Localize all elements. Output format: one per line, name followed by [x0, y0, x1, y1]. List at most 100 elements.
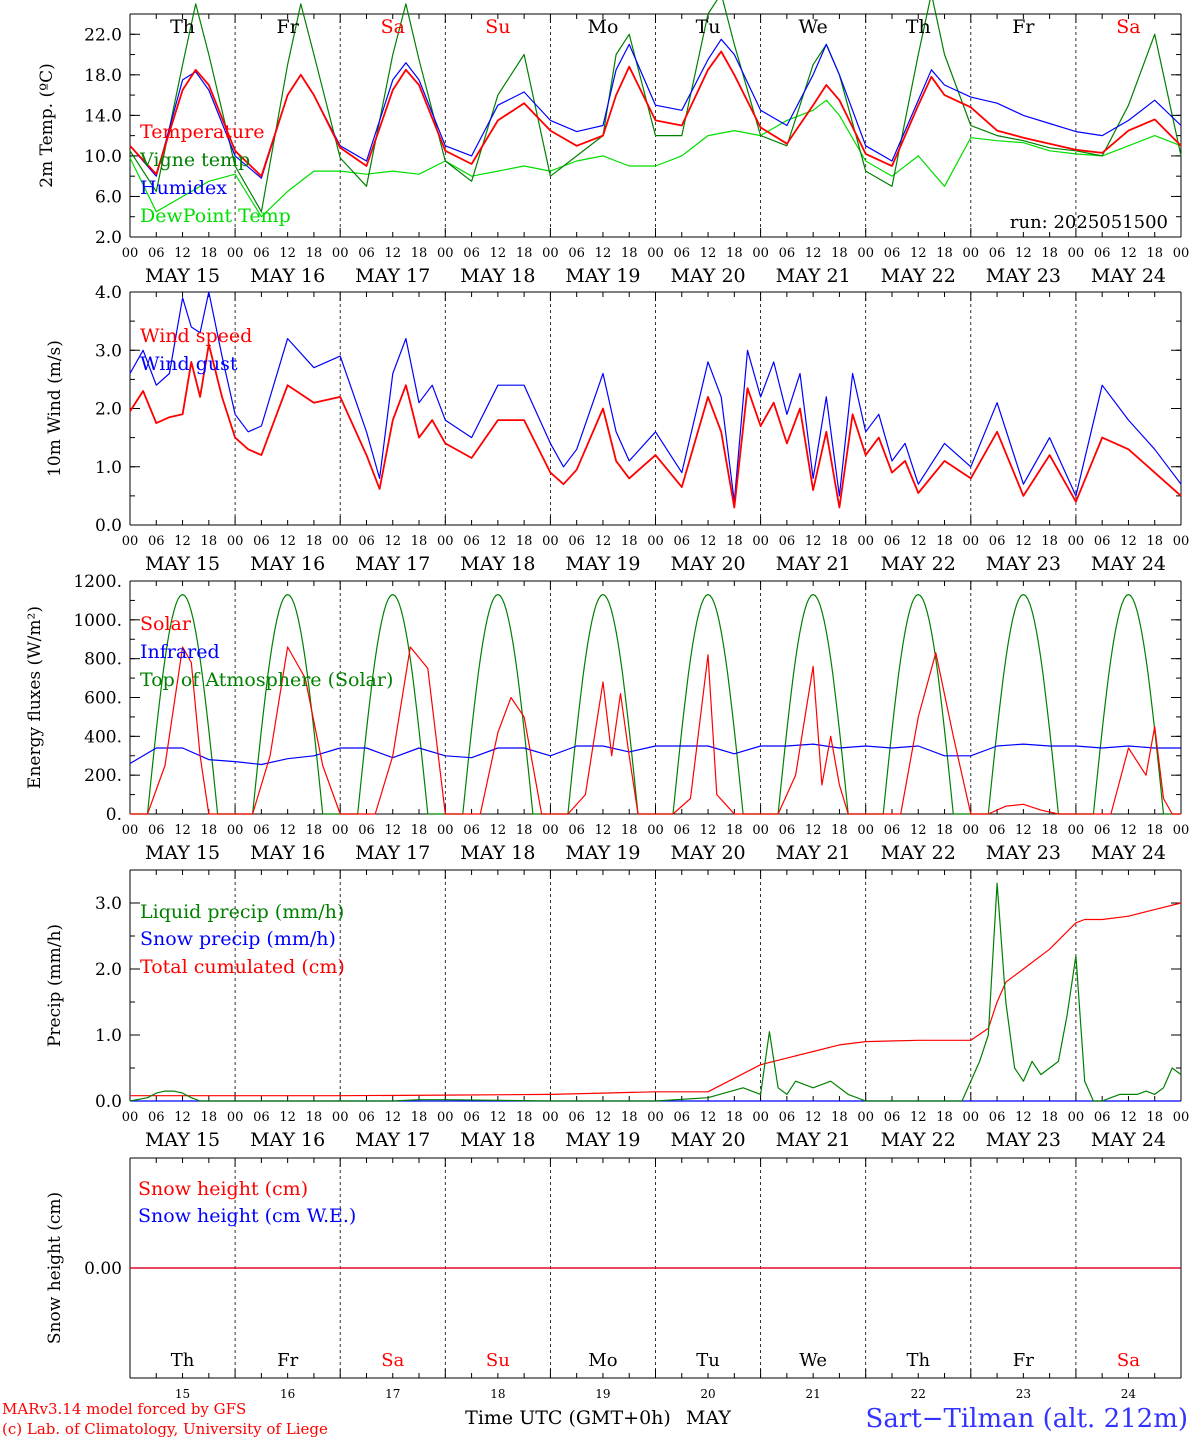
- x-hour-label: 12: [805, 246, 822, 261]
- x-hour-label: 06: [989, 823, 1006, 838]
- x-hour-label: 06: [463, 1110, 480, 1125]
- legend-entry: Solar: [140, 613, 192, 635]
- y-tick-label: 800.: [84, 650, 122, 670]
- x-hour-label: 00: [647, 1110, 664, 1125]
- x-hour-label: 00: [542, 1110, 559, 1125]
- x-hour-label: 00: [857, 246, 874, 261]
- day-number: 18: [490, 1387, 505, 1401]
- x-hour-label: 18: [831, 1110, 848, 1125]
- station-title: Sart−Tilman (alt. 212m): [866, 1404, 1188, 1434]
- x-date-label: MAY 21: [776, 842, 851, 864]
- x-axis-label: Time UTC (GMT+0h): [465, 1407, 671, 1429]
- x-hour-label: 18: [1146, 246, 1163, 261]
- x-date-label: MAY 21: [776, 265, 851, 287]
- y-tick-label: 1.0: [95, 458, 122, 478]
- x-date-label: MAY 20: [670, 553, 745, 575]
- x-hour-label: 12: [910, 823, 927, 838]
- x-hour-label: 00: [1173, 1110, 1190, 1125]
- x-hour-label: 12: [910, 1110, 927, 1125]
- x-hour-label: 18: [306, 1110, 323, 1125]
- x-hour-label: 12: [595, 246, 612, 261]
- x-date-label: MAY 16: [250, 1129, 325, 1151]
- x-hour-label: 00: [542, 823, 559, 838]
- x-hour-label: 00: [1068, 823, 1085, 838]
- x-date-label: MAY 22: [881, 265, 956, 287]
- x-hour-label: 00: [752, 534, 769, 549]
- x-hour-label: 18: [936, 534, 953, 549]
- x-hour-label: 06: [1094, 823, 1111, 838]
- day-number: 16: [280, 1387, 295, 1401]
- legend-entry: Snow height (cm W.E.): [138, 1205, 356, 1227]
- weekday-label-bottom: Sa: [1117, 1350, 1140, 1371]
- x-hour-label: 06: [358, 1110, 375, 1125]
- legend-entry: Wind gust: [140, 353, 238, 375]
- x-hour-label: 06: [989, 534, 1006, 549]
- x-hour-label: 06: [1094, 246, 1111, 261]
- x-hour-label: 00: [122, 246, 139, 261]
- x-hour-label: 00: [752, 823, 769, 838]
- weekday-label-bottom: We: [799, 1350, 827, 1371]
- x-hour-label: 00: [437, 246, 454, 261]
- x-date-label: MAY 17: [355, 553, 430, 575]
- x-date-label: MAY 18: [460, 265, 535, 287]
- x-hour-label: 12: [490, 1110, 507, 1125]
- legend-entry: Snow precip (mm/h): [140, 928, 336, 950]
- x-date-label: MAY 15: [145, 265, 220, 287]
- x-hour-label: 12: [700, 1110, 717, 1125]
- x-hour-label: 18: [831, 246, 848, 261]
- y-tick-label: 200.: [84, 766, 122, 786]
- weekday-label-bottom: Mo: [588, 1350, 617, 1371]
- y-axis-label: Energy fluxes (W/m²): [25, 606, 45, 789]
- x-hour-label: 06: [358, 246, 375, 261]
- x-hour-label: 18: [726, 246, 743, 261]
- x-hour-label: 12: [1015, 823, 1032, 838]
- panel-1: 2.0 6.0 10.0 14.0 18.0 22.0 2m Temp. (ºC) Tempe…: [37, 0, 1189, 287]
- x-hour-label: 06: [358, 823, 375, 838]
- day-number: 15: [175, 1387, 190, 1401]
- series-line-humidex: [129, 38, 1182, 179]
- x-hour-label: 00: [122, 823, 139, 838]
- x-date-label: MAY 17: [355, 265, 430, 287]
- x-hour-label: 18: [831, 534, 848, 549]
- day-number: 24: [1121, 1387, 1137, 1401]
- x-hour-label: 18: [1041, 534, 1058, 549]
- x-hour-label: 12: [1015, 246, 1032, 261]
- legend-entry: Snow height (cm): [138, 1178, 308, 1200]
- x-hour-label: 00: [332, 534, 349, 549]
- x-date-label: MAY 24: [1091, 842, 1166, 864]
- weekday-label-bottom: Su: [486, 1350, 510, 1371]
- x-axis-month: MAY: [686, 1407, 731, 1429]
- x-hour-label: 18: [1146, 823, 1163, 838]
- x-date-label: MAY 16: [250, 842, 325, 864]
- series-line-wind-speed: [129, 343, 1182, 509]
- y-tick-label: 0.0: [95, 1092, 122, 1112]
- x-hour-label: 00: [963, 534, 980, 549]
- y-tick-label: 2.0: [95, 960, 122, 980]
- x-date-label: MAY 20: [670, 1129, 745, 1151]
- x-date-label: MAY 18: [460, 842, 535, 864]
- x-hour-label: 18: [201, 1110, 218, 1125]
- series-line-liquid-precip-mm-h-: [129, 882, 1182, 1102]
- x-hour-label: 12: [700, 823, 717, 838]
- x-hour-label: 12: [1120, 246, 1137, 261]
- x-date-label: MAY 15: [145, 1129, 220, 1151]
- x-hour-label: 00: [1173, 246, 1190, 261]
- panel-5: 0.00 Snow height (cm) Snow height (cm) Snow…: [45, 1157, 1182, 1379]
- x-hour-label: 12: [805, 534, 822, 549]
- x-date-label: MAY 24: [1091, 265, 1166, 287]
- day-number: 19: [595, 1387, 610, 1401]
- legend-entry: Wind speed: [140, 325, 252, 347]
- x-hour-label: 18: [621, 1110, 638, 1125]
- x-hour-label: 12: [174, 246, 191, 261]
- x-hour-label: 18: [1146, 534, 1163, 549]
- weekday-label-top: Th: [906, 16, 931, 38]
- x-hour-label: 06: [674, 823, 691, 838]
- x-hour-label: 06: [568, 246, 585, 261]
- x-hour-label: 00: [122, 1110, 139, 1125]
- x-hour-label: 06: [148, 823, 165, 838]
- x-date-label: MAY 22: [881, 842, 956, 864]
- weekday-label-bottom: Fr: [277, 1350, 298, 1371]
- x-hour-label: 12: [1120, 1110, 1137, 1125]
- x-hour-label: 12: [384, 534, 401, 549]
